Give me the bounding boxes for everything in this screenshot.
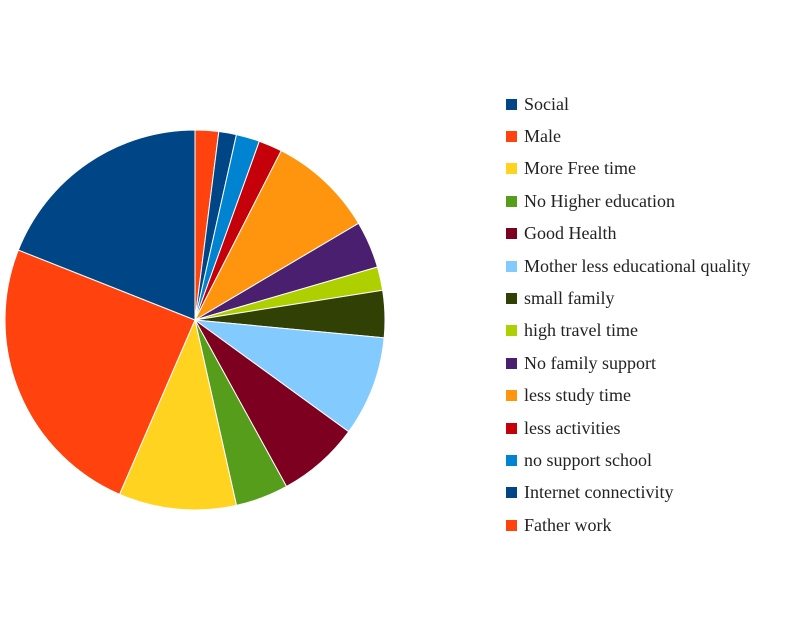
legend-label: Internet connectivity — [524, 482, 674, 503]
legend-label: Mother less educational quality — [524, 255, 751, 276]
legend-label: less study time — [524, 385, 631, 406]
legend-swatch — [506, 357, 517, 369]
legend-label: No Higher education — [524, 190, 675, 211]
legend-swatch — [506, 519, 517, 531]
legend-item: Internet connectivity — [506, 477, 750, 509]
legend-label: high travel time — [524, 320, 638, 341]
legend-label: no support school — [524, 449, 652, 470]
legend-label: Social — [524, 93, 569, 114]
legend-label: Good Health — [524, 223, 617, 244]
legend-swatch — [506, 293, 517, 305]
legend-item: Mother less educational quality — [506, 250, 750, 282]
legend-swatch — [506, 163, 517, 175]
legend-item: Father work — [506, 509, 750, 541]
legend-item: No Higher education — [506, 185, 750, 217]
legend-swatch — [506, 131, 517, 143]
legend-swatch — [506, 98, 517, 110]
legend-item: less activities — [506, 412, 750, 444]
legend-item: No family support — [506, 347, 750, 379]
legend-item: Male — [506, 120, 750, 152]
legend-swatch — [506, 195, 517, 207]
legend-swatch — [506, 422, 517, 434]
legend-item: high travel time — [506, 315, 750, 347]
legend-item: Good Health — [506, 218, 750, 250]
legend-label: Father work — [524, 514, 612, 535]
pie-slice-more-free-time — [118, 318, 238, 511]
legend-item: less study time — [506, 380, 750, 412]
legend-label: More Free time — [524, 158, 636, 179]
chart-legend: Social Male More Free time No Higher educat… — [506, 88, 750, 541]
legend-swatch — [506, 487, 517, 499]
legend-swatch — [506, 228, 517, 240]
legend-swatch — [506, 390, 517, 402]
pie-slice-social — [17, 129, 196, 321]
legend-item: More Free time — [506, 153, 750, 185]
legend-swatch — [506, 325, 517, 337]
legend-swatch — [506, 454, 517, 466]
legend-label: small family — [524, 288, 615, 309]
pie-slice-less-study-time — [193, 150, 360, 322]
legend-label: less activities — [524, 417, 621, 438]
pie-slice-mother-less-educational-quality — [193, 319, 385, 433]
legend-label: Male — [524, 126, 561, 147]
pie-slice-male — [4, 249, 196, 496]
legend-swatch — [506, 260, 517, 272]
legend-item: no support school — [506, 444, 750, 476]
legend-item: small family — [506, 282, 750, 314]
legend-label: No family support — [524, 352, 656, 373]
legend-item: Social — [506, 88, 750, 120]
